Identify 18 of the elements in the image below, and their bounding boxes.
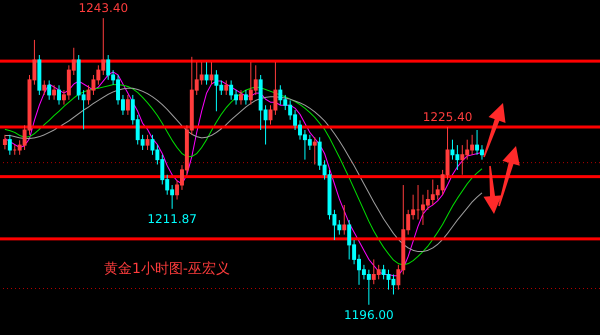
candlestick [52,84,56,100]
candlestick [244,90,248,106]
candlestick [8,134,12,156]
candlestick [47,80,52,100]
candlestick [210,62,214,86]
candlestick [126,94,130,116]
candlestick [57,84,61,106]
candlestick [146,134,150,150]
annotation: 1211.87 [147,212,197,226]
candlestick [342,204,346,236]
annotation: 1243.40 [78,1,128,16]
candlestick [2,134,7,150]
candlestick [312,136,317,165]
annotation: 1225.40 [422,110,472,124]
candlestick [239,90,243,106]
annotation: 1196.00 [344,308,394,322]
annotation: 黄金1小时图-巫宏义 [104,261,230,277]
candlestick [204,62,209,86]
